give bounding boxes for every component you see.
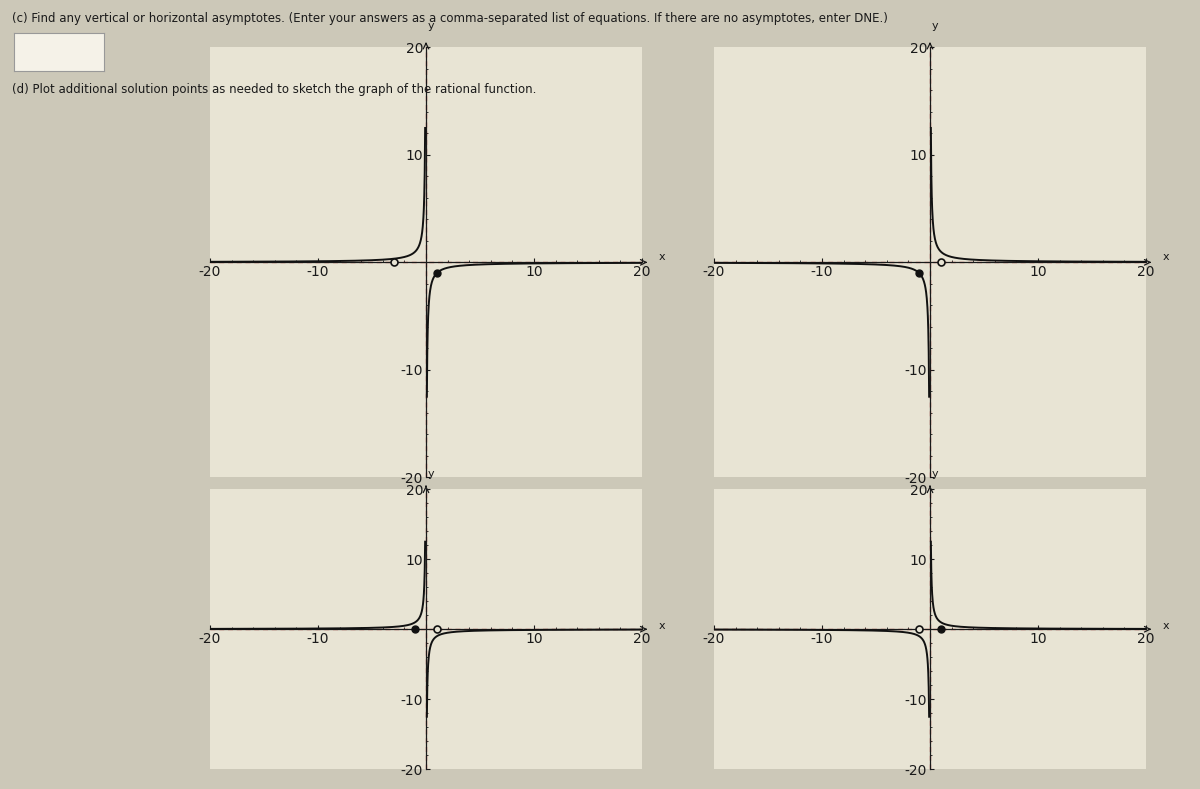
Text: y: y (428, 469, 434, 479)
Text: y: y (428, 21, 434, 32)
Text: (d) Plot additional solution points as needed to sketch the graph of the rationa: (d) Plot additional solution points as n… (12, 83, 536, 95)
Text: y: y (932, 469, 938, 479)
Text: x: x (1163, 252, 1169, 262)
Text: x: x (658, 621, 665, 630)
Text: x: x (658, 252, 665, 262)
Text: (c) Find any vertical or horizontal asymptotes. (Enter your answers as a comma-s: (c) Find any vertical or horizontal asym… (12, 12, 888, 24)
Text: y: y (932, 21, 938, 32)
Text: x: x (1163, 621, 1169, 630)
